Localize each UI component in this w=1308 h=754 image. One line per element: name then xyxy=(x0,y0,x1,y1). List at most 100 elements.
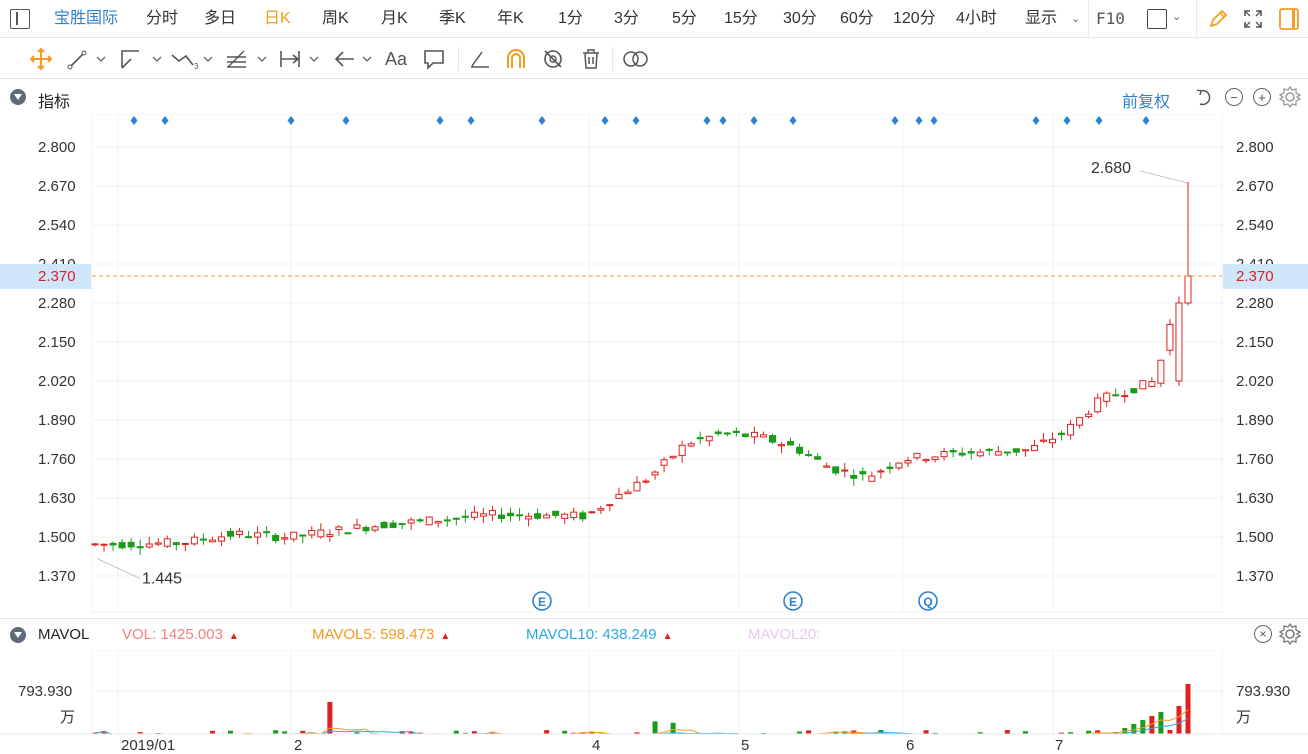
indicator-label[interactable]: 指标 xyxy=(38,94,71,111)
diamond-marker-icon xyxy=(601,116,609,125)
period-tab-quarterly[interactable]: 季K xyxy=(439,10,466,27)
zoom-out-icon[interactable]: − xyxy=(1225,88,1243,106)
mavol5-value: MAVOL5: 598.473 ▲ xyxy=(312,626,450,643)
candle-body xyxy=(136,546,144,549)
arrow-icon[interactable] xyxy=(332,47,376,71)
high-price-leader xyxy=(1139,170,1189,184)
diamond-marker-icon xyxy=(1095,116,1103,125)
period-tab-3min[interactable]: 3分 xyxy=(614,10,639,27)
x-tick-label: 4 xyxy=(592,737,600,754)
hide-drawings-icon[interactable] xyxy=(541,47,565,71)
candle-body xyxy=(317,529,325,538)
crosshair-icon[interactable] xyxy=(28,47,54,71)
note-icon[interactable] xyxy=(422,47,446,71)
sidebar-toggle-icon[interactable] xyxy=(10,9,30,29)
period-tab-4hour[interactable]: 4小时 xyxy=(956,10,997,27)
candle-body xyxy=(985,448,993,451)
period-tab-1min[interactable]: 1分 xyxy=(558,10,583,27)
period-tab-intraday[interactable]: 分时 xyxy=(146,10,179,27)
divider xyxy=(1196,0,1197,38)
candle-body xyxy=(516,514,524,517)
zoom-in-icon[interactable]: + xyxy=(1253,88,1271,106)
compare-icon[interactable] xyxy=(622,47,650,71)
candle-body xyxy=(398,523,406,526)
last-price-label: 2.370 xyxy=(38,268,76,285)
y-tick-label: 2.020 xyxy=(38,373,76,390)
candle-body xyxy=(416,519,424,522)
candle-body xyxy=(904,460,912,464)
settings-gear-icon[interactable] xyxy=(1279,623,1301,645)
settings-gear-icon[interactable] xyxy=(1279,86,1301,108)
diamond-marker-icon xyxy=(436,116,444,125)
period-tab-weekly[interactable]: 周K xyxy=(322,10,349,27)
candle-body xyxy=(597,508,605,511)
period-tab-60min[interactable]: 60分 xyxy=(840,10,874,27)
x-tick-label: 5 xyxy=(741,737,749,754)
chevron-down-icon[interactable]: ⌄ xyxy=(1172,11,1182,23)
collapse-icon[interactable] xyxy=(10,627,26,643)
period-tab-monthly[interactable]: 月K xyxy=(381,10,408,27)
collapse-icon[interactable] xyxy=(10,89,26,105)
fibonacci-icon[interactable] xyxy=(224,47,268,71)
volume-bar xyxy=(1185,684,1191,744)
period-tab-30min[interactable]: 30分 xyxy=(783,10,817,27)
candle-body xyxy=(272,535,280,542)
candle-body xyxy=(344,532,352,535)
up-triangle-icon: ▲ xyxy=(662,631,673,642)
undo-icon[interactable] xyxy=(1194,87,1214,107)
period-tab-5min[interactable]: 5分 xyxy=(672,10,697,27)
candle-body xyxy=(479,513,487,517)
candle-body xyxy=(868,475,876,482)
candle-body xyxy=(805,454,813,457)
candle-body xyxy=(163,538,171,547)
candle-body xyxy=(958,452,966,456)
measure-icon[interactable] xyxy=(278,47,322,71)
candle-body xyxy=(1076,417,1084,426)
volume-chart[interactable]: 793.930 万 793.930 万 2019/01 2 4 5 6 7 xyxy=(0,650,1308,754)
layout-checkbox-icon[interactable] xyxy=(1147,9,1167,29)
pencil-icon[interactable] xyxy=(1207,8,1229,30)
candle-body xyxy=(1112,394,1120,397)
side-panel-icon[interactable] xyxy=(1278,7,1300,31)
volume-indicator-label[interactable]: MAVOL xyxy=(38,626,90,643)
candle-body xyxy=(1058,432,1066,436)
event-marker-icon xyxy=(918,591,938,611)
fullscreen-icon[interactable] xyxy=(1242,8,1264,30)
period-tab-daily[interactable]: 日K xyxy=(264,10,291,27)
wave-icon[interactable]: 3 xyxy=(170,47,216,71)
pen-icon[interactable] xyxy=(468,47,492,71)
candle-body xyxy=(308,530,316,536)
period-tab-multiday[interactable]: 多日 xyxy=(204,10,237,27)
diamond-marker-icon xyxy=(703,116,711,125)
period-tab-15min[interactable]: 15分 xyxy=(724,10,758,27)
candle-body xyxy=(109,542,117,546)
diamond-marker-icon xyxy=(467,116,475,125)
candle-body xyxy=(913,452,921,459)
period-tab-yearly[interactable]: 年K xyxy=(497,10,524,27)
y-axis-left: 2.8002.6702.5402.4102.2802.1502.0201.890… xyxy=(38,139,76,585)
candle-body xyxy=(1148,381,1156,387)
close-icon[interactable]: × xyxy=(1254,625,1272,643)
volume-axis: 793.930 万 793.930 万 xyxy=(18,683,1290,726)
display-dropdown[interactable]: 显示 ⌄ xyxy=(1025,0,1080,38)
line-segment-icon[interactable] xyxy=(66,47,106,71)
adjust-price-button[interactable]: 前复权 xyxy=(1122,94,1171,111)
candle-body xyxy=(877,470,885,473)
candle-body xyxy=(145,543,153,548)
candle-body xyxy=(994,451,1002,456)
diamond-marker-icon xyxy=(750,116,758,125)
delete-drawings-icon[interactable] xyxy=(579,47,603,71)
diamond-marker-icon xyxy=(287,116,295,125)
stock-name[interactable]: 宝胜国际 xyxy=(54,10,119,27)
drawing-toolbar: 3 Aa xyxy=(0,39,1308,79)
period-toolbar: 宝胜国际 分时 多日 日K 周K 月K 季K 年K 1分 3分 5分 15分 3… xyxy=(0,0,1308,38)
f10-button[interactable]: F10 xyxy=(1096,9,1125,28)
text-icon[interactable]: Aa xyxy=(385,48,408,69)
magnet-icon[interactable] xyxy=(504,47,528,71)
volume-bar xyxy=(652,721,658,744)
volume-bar xyxy=(1158,712,1164,744)
channel-icon[interactable] xyxy=(119,47,163,71)
kline-chart[interactable]: 2.8002.6702.5402.4102.2802.1502.0201.890… xyxy=(0,114,1308,618)
period-tab-120min[interactable]: 120分 xyxy=(893,10,936,27)
candle-body xyxy=(470,511,478,518)
